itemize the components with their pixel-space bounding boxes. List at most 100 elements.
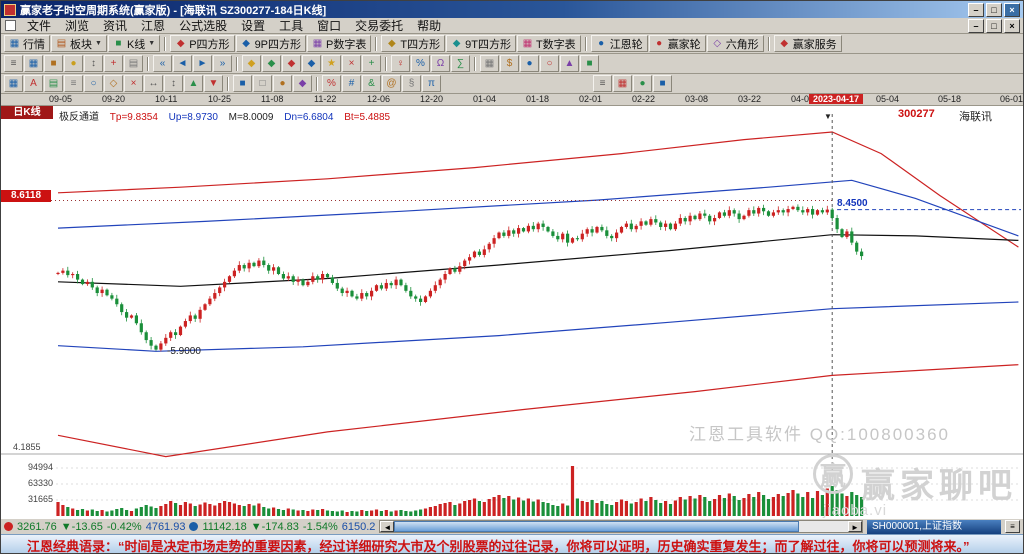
- scrollbar-thumb[interactable]: [394, 521, 799, 532]
- mdi-minimize-button[interactable]: –: [968, 18, 984, 33]
- sh-index-quote: 3261.76 ▼-13.65 -0.42% 4761.93: [17, 521, 185, 533]
- tool-icon-button-1[interactable]: ▦: [24, 55, 43, 72]
- tool-icon-button-12[interactable]: ■: [233, 75, 252, 92]
- tool-icon-button-1[interactable]: A: [24, 75, 43, 92]
- chart-canvas[interactable]: 日K线 极反通道 Tp=9.8354 Up=8.9730 M=8.0009 Dn…: [1, 106, 1023, 519]
- tool-icon-button-5[interactable]: ◇: [104, 75, 123, 92]
- tool-icon-button-9[interactable]: ◄: [173, 55, 192, 72]
- tool-icon-button-14[interactable]: ◆: [262, 55, 281, 72]
- scroll-right-icon[interactable]: ►: [848, 521, 862, 532]
- toolbar-tools: ≡ ▦ ■ ● ↕ + ▤ «◄ ►» ◆ ◆ ◆ ◆ ★ × + ♀% Ω ∑ ▦ $ ● ○ ▲ ■: [1, 54, 1023, 74]
- toolbar-button-六角形[interactable]: ◇ 六角形: [706, 35, 764, 52]
- tool-icon-button-22[interactable]: %: [411, 55, 430, 72]
- toolbar-button-P四方形[interactable]: ◆ P四方形: [170, 35, 235, 52]
- tool-icon-button-3[interactable]: ≡: [64, 75, 83, 92]
- index-selector[interactable]: SH000001,上证指数: [867, 519, 1001, 534]
- mdi-close-button[interactable]: ×: [1004, 18, 1020, 33]
- tool-icon-button-17[interactable]: ★: [322, 55, 341, 72]
- tool-icon-button-13[interactable]: □: [253, 75, 272, 92]
- close-button[interactable]: ×: [1004, 2, 1020, 17]
- toolbar-button-T数字表[interactable]: ▦ T数字表: [516, 35, 581, 52]
- status-bar: 3261.76 ▼-13.65 -0.42% 4761.93 11142.18 …: [1, 518, 1023, 534]
- tool-icon-button-7[interactable]: ↔: [144, 75, 163, 92]
- menu-item-资讯[interactable]: 资讯: [103, 18, 128, 33]
- maximize-button[interactable]: □: [986, 2, 1002, 17]
- toolbar-button-江恩轮[interactable]: ● 江恩轮: [590, 35, 648, 52]
- tool-icon-button-24[interactable]: ∑: [451, 55, 470, 72]
- menu-item-交易委托[interactable]: 交易委托: [355, 18, 404, 33]
- tool-icon-button-16[interactable]: ◆: [302, 55, 321, 72]
- tool-icon-button-22[interactable]: π: [422, 75, 441, 92]
- toolbar-button-9P四方形[interactable]: ◆ 9P四方形: [235, 35, 307, 52]
- tool-icon-button-19[interactable]: +: [362, 55, 381, 72]
- tool-icon-button-24[interactable]: ≡: [593, 75, 612, 92]
- menu-item-浏览[interactable]: 浏览: [65, 18, 90, 33]
- status-menu-icon[interactable]: ≡: [1005, 520, 1020, 533]
- menu-item-江恩[interactable]: 江恩: [141, 18, 166, 33]
- toolbar-separator: [584, 36, 587, 51]
- horizontal-scrollbar[interactable]: ◄ ►: [379, 520, 863, 533]
- toolbar-button-赢家服务[interactable]: ◆ 赢家服务: [773, 35, 842, 52]
- tool-icon-button-13[interactable]: ◆: [242, 55, 261, 72]
- date-tick: 05-04: [876, 94, 900, 104]
- tool-icon-button-28[interactable]: ●: [520, 55, 539, 72]
- toolbar-button-板块[interactable]: ▤ 板块 ▼: [51, 35, 107, 52]
- tool-icon-button-15[interactable]: ◆: [293, 75, 312, 92]
- tool-icon-button-20[interactable]: @: [382, 75, 401, 92]
- menu-item-窗口[interactable]: 窗口: [317, 18, 342, 33]
- tool-icon-button-15[interactable]: ◆: [282, 55, 301, 72]
- toolbar-separator: [767, 36, 770, 51]
- tool-icon-button-5[interactable]: +: [104, 55, 123, 72]
- tool-icon-button-27[interactable]: ■: [653, 75, 672, 92]
- date-tick: 11-22: [314, 94, 337, 104]
- window-title: 赢家老子时空周期系统(赢家版) - [海联讯 SZ300277-184日K线]: [20, 4, 327, 17]
- tool-icon-button-0[interactable]: ≡: [4, 55, 23, 72]
- menu-bar: 文件 浏览 资讯 江恩 公式选股 设置 工具 窗口 交易委托 帮助 – □ ×: [1, 18, 1023, 34]
- scroll-left-icon[interactable]: ◄: [380, 521, 395, 532]
- tool-icon-button-30[interactable]: ▲: [560, 55, 579, 72]
- tool-icon-button-18[interactable]: ×: [342, 55, 361, 72]
- tool-icon-button-23[interactable]: Ω: [431, 55, 450, 72]
- tool-icon-button-10[interactable]: ▼: [204, 75, 223, 92]
- T四方形-icon: ◆: [388, 38, 396, 49]
- tool-icon-button-10[interactable]: ►: [193, 55, 212, 72]
- tool-icon-button-8[interactable]: ↕: [164, 75, 183, 92]
- tool-icon-button-21[interactable]: ♀: [391, 55, 410, 72]
- tool-icon-button-2[interactable]: ▤: [44, 75, 63, 92]
- tool-icon-button-6[interactable]: ×: [124, 75, 143, 92]
- tool-icon-button-2[interactable]: ■: [44, 55, 63, 72]
- tool-icon-button-26[interactable]: ●: [633, 75, 652, 92]
- tool-icon-button-0[interactable]: ▦: [4, 75, 23, 92]
- tool-icon-button-3[interactable]: ●: [64, 55, 83, 72]
- menu-item-设置[interactable]: 设置: [241, 18, 266, 33]
- tool-icon-button-21[interactable]: §: [402, 75, 421, 92]
- tool-icon-button-4[interactable]: ↕: [84, 55, 103, 72]
- tool-icon-button-27[interactable]: $: [500, 55, 519, 72]
- toolbar-button-T四方形[interactable]: ◆ T四方形: [381, 35, 446, 52]
- tool-icon-button-29[interactable]: ○: [540, 55, 559, 72]
- menu-item-文件[interactable]: 文件: [27, 18, 52, 33]
- tool-icon-button-6[interactable]: ▤: [124, 55, 143, 72]
- toolbar-button-P数字表[interactable]: ▦ P数字表: [307, 35, 372, 52]
- toolbar-button-9T四方形[interactable]: ◆ 9T四方形: [446, 35, 516, 52]
- tool-icon-button-11[interactable]: »: [213, 55, 232, 72]
- menu-item-公式选股[interactable]: 公式选股: [179, 18, 228, 33]
- tool-icon-button-14[interactable]: ●: [273, 75, 292, 92]
- tool-icon-button-8[interactable]: «: [153, 55, 172, 72]
- tool-icon-button-18[interactable]: #: [342, 75, 361, 92]
- menu-item-帮助[interactable]: 帮助: [417, 18, 442, 33]
- sz-index-icon: [189, 522, 199, 531]
- minimize-button[interactable]: –: [968, 2, 984, 17]
- tool-icon-button-31[interactable]: ■: [580, 55, 599, 72]
- toolbar-button-K线[interactable]: ■ K线 ▼: [107, 35, 161, 52]
- toolbar-button-行情[interactable]: ▦ 行情: [4, 35, 50, 52]
- tool-icon-button-9[interactable]: ▲: [184, 75, 203, 92]
- toolbar-button-赢家轮[interactable]: ● 赢家轮: [648, 35, 706, 52]
- mdi-restore-button[interactable]: □: [986, 18, 1002, 33]
- tool-icon-button-25[interactable]: ▦: [613, 75, 632, 92]
- tool-icon-button-26[interactable]: ▦: [480, 55, 499, 72]
- tool-icon-button-4[interactable]: ○: [84, 75, 103, 92]
- tool-icon-button-17[interactable]: %: [322, 75, 341, 92]
- menu-item-工具[interactable]: 工具: [279, 18, 304, 33]
- tool-icon-button-19[interactable]: &: [362, 75, 381, 92]
